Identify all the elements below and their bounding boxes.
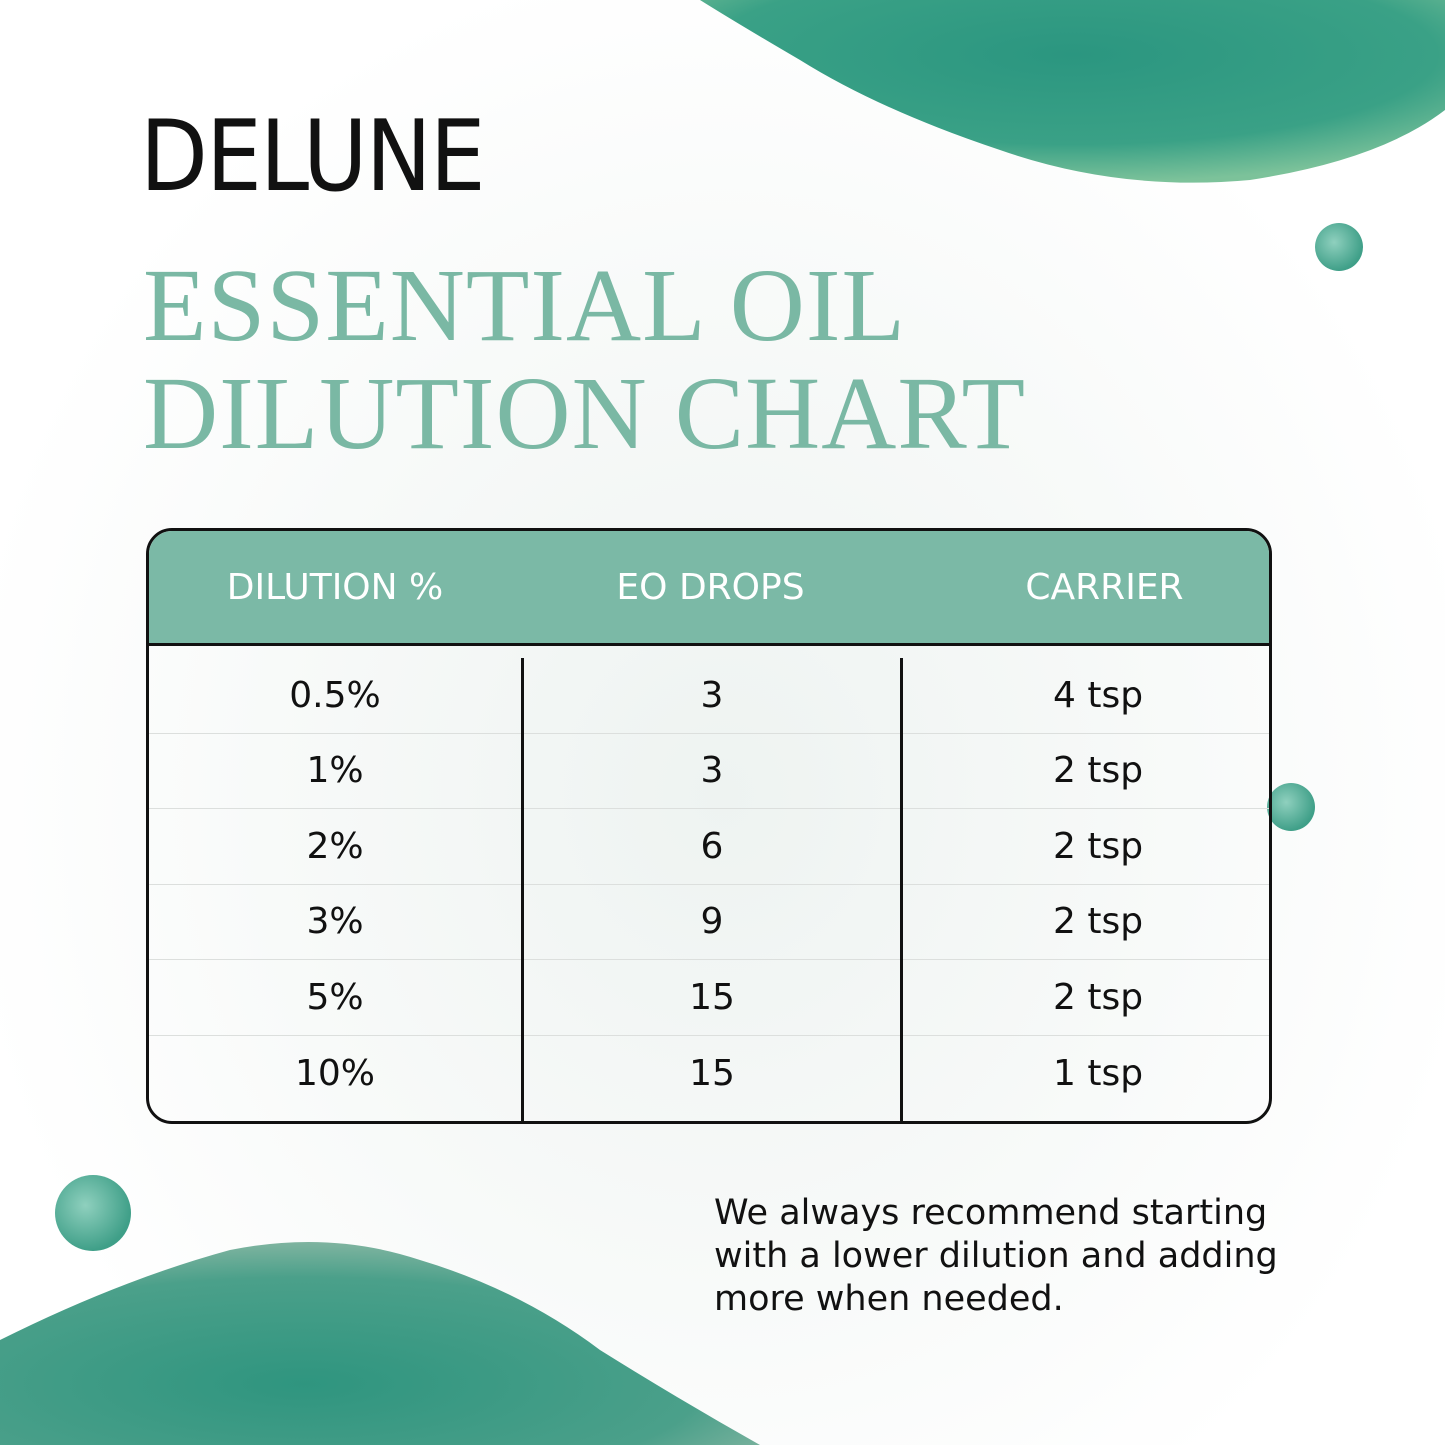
table-cell: 15	[524, 960, 900, 1036]
table-cell: 3	[524, 658, 900, 734]
column-carrier: 4 tsp 2 tsp 2 tsp 2 tsp 2 tsp 1 tsp	[903, 658, 1269, 1121]
page-title: ESSENTIAL OIL DILUTION CHART	[143, 252, 1026, 468]
header-eo-drops: EO DROPS	[616, 566, 805, 608]
table-cell: 2 tsp	[903, 734, 1269, 809]
table-cell: 5%	[149, 960, 521, 1036]
brand-logo: DELUNE	[140, 100, 486, 214]
table-cell: 6	[524, 809, 900, 885]
column-eo-drops: 3 3 6 9 15 15	[524, 658, 903, 1121]
table-cell: 0.5%	[149, 658, 521, 734]
top-right-blob	[700, 0, 1445, 183]
dot	[1267, 783, 1315, 831]
table-cell: 4 tsp	[903, 658, 1269, 734]
column-dilution: 0.5% 1% 2% 3% 5% 10%	[149, 658, 524, 1121]
bottom-left-blob	[0, 1242, 760, 1445]
table-cell: 2 tsp	[903, 885, 1269, 960]
header-carrier: CARRIER	[1025, 566, 1184, 608]
table-cell: 2 tsp	[903, 960, 1269, 1036]
table-cell: 2%	[149, 809, 521, 885]
table-cell: 15	[689, 1052, 735, 1094]
title-line-2: DILUTION CHART	[143, 356, 1026, 471]
dilution-table: DILUTION % EO DROPS CARRIER 0.5% 1% 2% 3…	[146, 528, 1272, 1124]
table-cell: 1 tsp	[1053, 1052, 1144, 1094]
header-dilution: DILUTION %	[226, 566, 444, 608]
recommendation-note: We always recommend starting with a lowe…	[714, 1193, 1278, 1319]
table-cell: 1%	[149, 734, 521, 809]
table-header: DILUTION % EO DROPS CARRIER	[149, 531, 1269, 646]
table-cell: 10%	[294, 1052, 375, 1094]
table-cell: 9	[524, 885, 900, 960]
dot	[1315, 223, 1363, 271]
dot	[55, 1175, 131, 1251]
title-line-1: ESSENTIAL OIL	[143, 248, 907, 363]
table-cell: 2 tsp	[903, 809, 1269, 885]
table-cell: 3	[524, 734, 900, 809]
table-cell: 3%	[149, 885, 521, 960]
table-body: 0.5% 1% 2% 3% 5% 10% 3 3 6 9 15 15 4 tsp…	[149, 646, 1269, 1121]
